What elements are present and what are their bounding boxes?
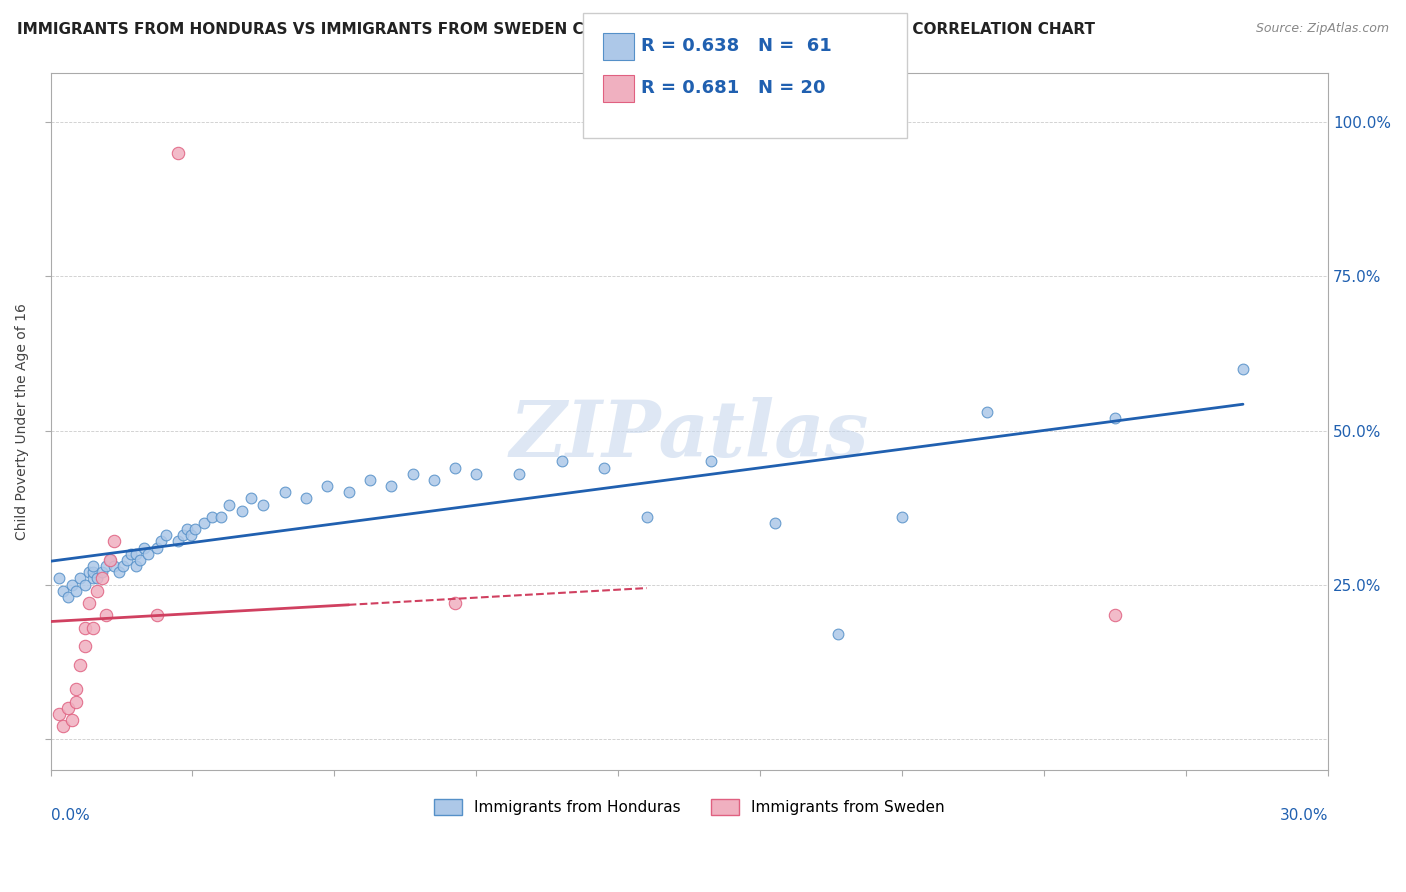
Point (401, 467, 423, 481)
Point (1232, 362, 1254, 376)
Point (69, 657, 91, 672)
Point (176, 522, 198, 536)
Point (111, 559, 134, 574)
Point (184, 522, 207, 536)
Point (129, 553, 152, 567)
Point (48, 572, 70, 586)
Point (94, 559, 117, 574)
Point (252, 498, 274, 512)
Point (90, 566, 112, 580)
Point (146, 541, 169, 555)
Point (90, 572, 112, 586)
Point (167, 534, 190, 549)
Text: R = 0.638   N =  61: R = 0.638 N = 61 (641, 37, 832, 55)
Point (82, 621, 104, 635)
Point (125, 559, 148, 574)
Point (444, 596, 467, 610)
Point (56, 590, 79, 604)
Point (86, 572, 108, 586)
Point (316, 479, 339, 493)
Point (508, 467, 530, 481)
Point (465, 467, 488, 481)
Point (48, 707, 70, 722)
Point (827, 627, 849, 641)
Point (82, 566, 104, 580)
Legend: Immigrants from Honduras, Immigrants from Sweden: Immigrants from Honduras, Immigrants fro… (427, 793, 950, 822)
Point (103, 559, 125, 574)
Y-axis label: Child Poverty Under the Age of 16: Child Poverty Under the Age of 16 (15, 303, 30, 540)
Point (125, 547, 148, 561)
Point (138, 547, 160, 561)
Point (423, 473, 446, 487)
Point (115, 553, 138, 567)
Text: 0.0%: 0.0% (51, 808, 89, 823)
Point (550, 454, 572, 468)
Point (201, 509, 224, 524)
Point (82, 559, 104, 574)
Point (107, 566, 129, 580)
Point (146, 608, 169, 623)
Point (274, 485, 297, 500)
Point (193, 516, 215, 530)
Point (73, 577, 96, 591)
Point (60, 577, 83, 591)
Point (65, 583, 87, 598)
Point (763, 516, 786, 530)
Point (976, 405, 998, 419)
Point (103, 534, 125, 549)
Point (77, 596, 100, 610)
Point (1104, 411, 1126, 425)
Point (56, 701, 79, 715)
Point (891, 509, 914, 524)
Point (359, 473, 381, 487)
Point (150, 534, 173, 549)
Point (337, 485, 360, 500)
Point (98, 553, 121, 567)
Point (134, 541, 156, 555)
Point (444, 460, 467, 475)
Point (98, 553, 121, 567)
Point (295, 491, 318, 506)
Point (380, 479, 402, 493)
Text: IMMIGRANTS FROM HONDURAS VS IMMIGRANTS FROM SWEDEN CHILD POVERTY UNDER THE AGE O: IMMIGRANTS FROM HONDURAS VS IMMIGRANTS F… (17, 22, 1095, 37)
Point (69, 572, 91, 586)
Point (65, 682, 87, 697)
Point (167, 146, 190, 161)
Point (65, 695, 87, 709)
Point (593, 460, 616, 475)
Text: R = 0.681   N = 20: R = 0.681 N = 20 (641, 79, 825, 97)
Point (60, 713, 83, 727)
Point (155, 528, 177, 542)
Point (1104, 608, 1126, 623)
Text: 30.0%: 30.0% (1279, 808, 1329, 823)
Point (77, 566, 100, 580)
Point (239, 491, 262, 506)
Point (209, 509, 232, 524)
Point (82, 572, 104, 586)
Point (73, 621, 96, 635)
Point (636, 509, 658, 524)
Point (73, 640, 96, 654)
Point (86, 583, 108, 598)
Point (120, 547, 142, 561)
Point (52, 719, 75, 733)
Point (172, 528, 194, 542)
Point (699, 454, 721, 468)
Text: ZIPatlas: ZIPatlas (509, 397, 869, 474)
Point (231, 504, 253, 518)
Point (52, 583, 75, 598)
Text: Source: ZipAtlas.com: Source: ZipAtlas.com (1256, 22, 1389, 36)
Point (94, 608, 117, 623)
Point (218, 498, 240, 512)
Point (180, 528, 202, 542)
